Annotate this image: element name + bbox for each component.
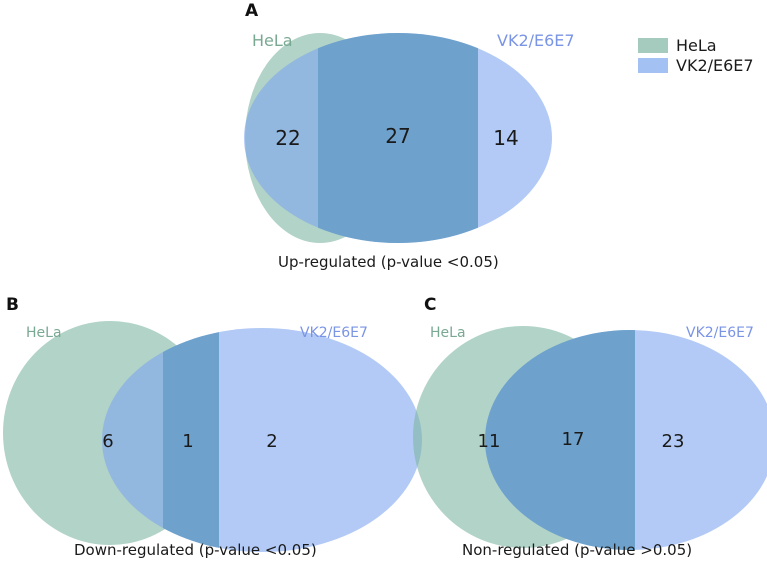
only-set1-count: 11 — [478, 431, 501, 452]
set2-label: VK2/E6E7 — [686, 325, 754, 341]
only-set2-count: 23 — [662, 431, 685, 452]
panel-letter: C — [424, 295, 436, 315]
set1-label: HeLa — [26, 325, 62, 341]
caption: Up-regulated (p-value <0.05) — [278, 253, 499, 271]
vk2-set-circle — [102, 328, 422, 552]
overlap-region — [163, 328, 219, 550]
venn-panel-a: A HeLa VK2/E6E7 22 27 14 Up-regulated (p… — [244, 1, 575, 271]
caption: Down-regulated (p-value <0.05) — [74, 541, 317, 559]
only-set1-count: 22 — [275, 126, 300, 150]
legend: HeLa VK2/E6E7 — [638, 36, 754, 75]
set1-label: HeLa — [430, 325, 466, 341]
legend-swatch-hela — [638, 38, 668, 53]
only-set2-count: 2 — [266, 431, 277, 452]
only-set2-count: 14 — [493, 126, 518, 150]
set2-label: VK2/E6E7 — [497, 31, 575, 50]
legend-label-vk2: VK2/E6E7 — [676, 56, 754, 75]
overlap-count: 27 — [385, 124, 410, 148]
legend-label-hela: HeLa — [676, 36, 717, 55]
overlap-region — [318, 33, 478, 243]
overlap-count: 17 — [562, 429, 585, 450]
set1-label: HeLa — [252, 31, 293, 50]
set2-label: VK2/E6E7 — [300, 325, 368, 341]
overlap-count: 1 — [182, 431, 193, 452]
legend-swatch-vk2 — [638, 58, 668, 73]
panel-letter: A — [245, 1, 259, 21]
venn-panel-b: B HeLa VK2/E6E7 6 1 2 Down-regulated (p-… — [3, 295, 422, 559]
only-set1-count: 6 — [102, 431, 113, 452]
venn-panel-c: C HeLa VK2/E6E7 11 17 23 Non-regulated (… — [413, 295, 767, 559]
caption: Non-regulated (p-value >0.05) — [462, 541, 692, 559]
panel-letter: B — [6, 295, 19, 315]
